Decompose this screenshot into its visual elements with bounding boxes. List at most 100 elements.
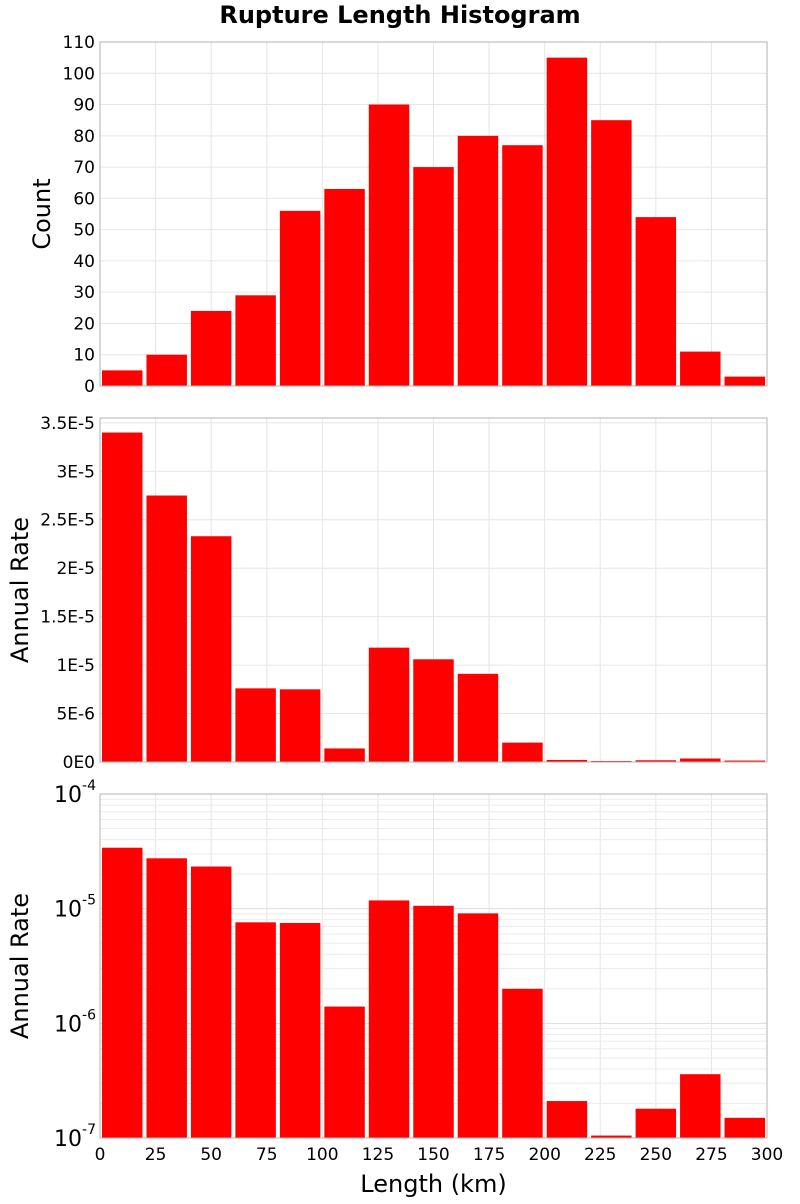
y-tick-label: 10-5 bbox=[54, 893, 96, 923]
bar bbox=[190, 536, 232, 762]
y-tick-label: 20 bbox=[73, 314, 95, 334]
bar bbox=[324, 748, 365, 762]
bar bbox=[680, 758, 721, 762]
bar bbox=[279, 689, 321, 762]
x-tick-label: 200 bbox=[528, 1145, 560, 1165]
bar bbox=[502, 988, 543, 1138]
x-tick-label: 125 bbox=[362, 1145, 394, 1165]
y-tick-label: 2E-5 bbox=[56, 559, 95, 579]
bar bbox=[591, 120, 632, 386]
bar bbox=[235, 688, 276, 762]
x-tick-label: 225 bbox=[584, 1145, 616, 1165]
x-tick-label: 150 bbox=[417, 1145, 449, 1165]
x-tick-label: 50 bbox=[200, 1145, 222, 1165]
y-tick-label: 50 bbox=[73, 221, 95, 241]
bar bbox=[413, 659, 454, 762]
y-tick-labels: 0E0 5E-6 1E-5 1.5E-5 2E-5 2.5E-5 3E-5 3.5E-5 bbox=[40, 414, 95, 773]
bar bbox=[368, 900, 410, 1138]
x-tick-label: 250 bbox=[640, 1145, 672, 1165]
bar bbox=[413, 167, 454, 386]
x-tick-label: 275 bbox=[695, 1145, 727, 1165]
plot-frame bbox=[99, 417, 768, 763]
bar bbox=[235, 922, 276, 1138]
bar bbox=[546, 759, 588, 762]
bar bbox=[502, 742, 543, 762]
plot-frame bbox=[99, 793, 768, 1139]
bar bbox=[591, 1135, 632, 1138]
bar bbox=[368, 647, 410, 762]
x-tick-label: 0 bbox=[95, 1145, 106, 1165]
bar bbox=[457, 673, 499, 762]
bar bbox=[190, 310, 232, 386]
bar bbox=[724, 1117, 765, 1138]
y-tick-label: 0 bbox=[84, 377, 95, 397]
y-tick-label: 10-7 bbox=[54, 1122, 96, 1152]
bar bbox=[591, 760, 632, 762]
x-tick-label: 175 bbox=[473, 1145, 505, 1165]
y-tick-label: 70 bbox=[73, 158, 95, 178]
x-axis-label: Length (km) bbox=[360, 1170, 506, 1198]
y-axis-label: Count bbox=[28, 178, 56, 249]
bars bbox=[102, 57, 765, 387]
bars bbox=[102, 847, 765, 1138]
bar bbox=[102, 432, 143, 762]
bar bbox=[368, 104, 410, 386]
plot-frame bbox=[99, 41, 768, 387]
y-tick-labels: 10-7 10-6 10-5 10-4 bbox=[54, 778, 96, 1152]
bar bbox=[413, 905, 454, 1138]
x-tick-label: 75 bbox=[256, 1145, 278, 1165]
bar bbox=[635, 1108, 677, 1138]
bar bbox=[190, 866, 232, 1138]
panel-1: 0 10 20 30 40 50 60 70 80 90 100 110 Count bbox=[28, 33, 768, 397]
bar bbox=[546, 57, 588, 387]
panel-3: 10-7 10-6 10-5 10-4 Annual Rate 0 25 50 75 100 125… bbox=[6, 778, 783, 1198]
y-tick-label: 10 bbox=[73, 346, 95, 366]
bar bbox=[146, 858, 187, 1138]
bar bbox=[279, 210, 321, 386]
bar bbox=[146, 495, 187, 762]
bar bbox=[635, 217, 677, 386]
bars bbox=[102, 432, 765, 762]
x-tick-label: 25 bbox=[145, 1145, 167, 1165]
bar bbox=[546, 1101, 588, 1138]
y-tick-label: 5E-6 bbox=[56, 705, 95, 725]
bar bbox=[724, 760, 765, 762]
y-tick-label: 40 bbox=[73, 252, 95, 272]
y-tick-label: 10-4 bbox=[54, 778, 96, 808]
y-tick-labels: 0 10 20 30 40 50 60 70 80 90 100 110 bbox=[63, 33, 95, 397]
panel-2: 0E0 5E-6 1E-5 1.5E-5 2E-5 2.5E-5 3E-5 3.5E-5 Ann… bbox=[6, 414, 768, 773]
bar bbox=[724, 376, 765, 386]
y-tick-label: 30 bbox=[73, 283, 95, 303]
bar bbox=[680, 1074, 721, 1138]
bar bbox=[324, 188, 365, 386]
y-axis-label: Annual Rate bbox=[6, 893, 34, 1039]
bar bbox=[457, 913, 499, 1138]
bar bbox=[457, 135, 499, 386]
bar bbox=[146, 354, 187, 386]
x-tick-label: 100 bbox=[306, 1145, 338, 1165]
y-tick-label: 100 bbox=[63, 64, 95, 84]
y-tick-label: 90 bbox=[73, 96, 95, 116]
y-tick-label: 1E-5 bbox=[56, 656, 95, 676]
y-tick-label: 110 bbox=[63, 33, 95, 53]
chart-title: Rupture Length Histogram bbox=[219, 1, 580, 29]
bar bbox=[102, 370, 143, 386]
y-tick-label: 3.5E-5 bbox=[40, 414, 95, 434]
x-tick-labels: 0 25 50 75 100 125 150 175 200 225 250 275 300 bbox=[95, 1145, 784, 1165]
y-tick-label: 1.5E-5 bbox=[40, 608, 95, 628]
y-tick-label: 2.5E-5 bbox=[40, 511, 95, 531]
y-tick-label: 80 bbox=[73, 127, 95, 147]
y-tick-label: 10-6 bbox=[54, 1007, 96, 1037]
x-tick-label: 300 bbox=[751, 1145, 783, 1165]
bar bbox=[635, 760, 677, 762]
bar bbox=[680, 351, 721, 386]
bar bbox=[235, 295, 276, 386]
bar bbox=[502, 145, 543, 386]
bar bbox=[102, 847, 143, 1138]
y-tick-label: 3E-5 bbox=[56, 462, 95, 482]
y-axis-label: Annual Rate bbox=[6, 517, 34, 663]
bar bbox=[324, 1006, 365, 1138]
y-tick-label: 60 bbox=[73, 189, 95, 209]
